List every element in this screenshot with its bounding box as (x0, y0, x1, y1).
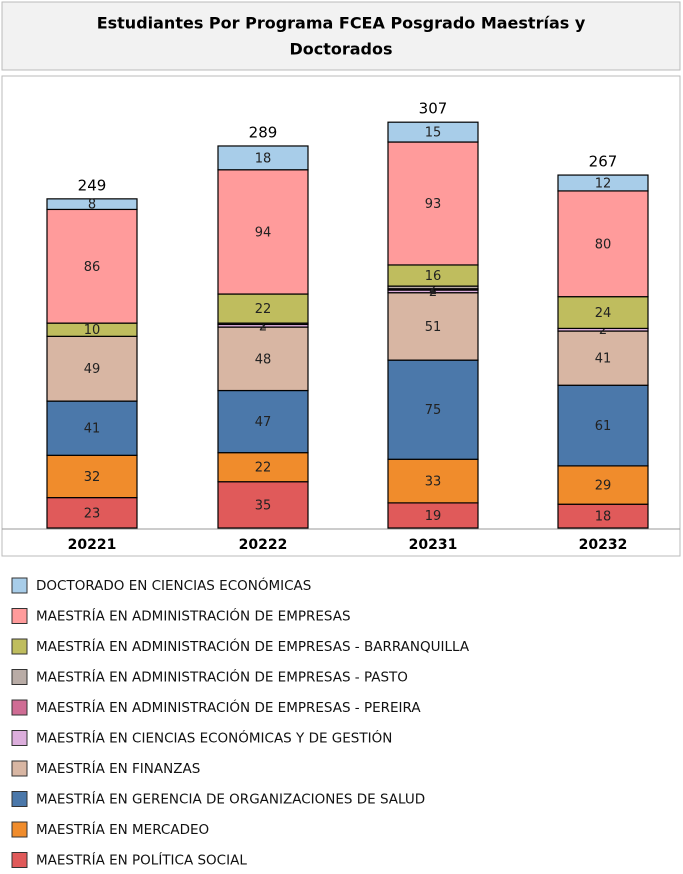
bar-segment (217, 293, 309, 324)
legend-label: MAESTRÍA EN FINANZAS (36, 760, 200, 777)
bar-segment (387, 458, 479, 504)
title-box (1, 1, 681, 71)
bar-segment (557, 330, 649, 386)
legend-label: MAESTRÍA EN ADMINISTRACIÓN DE EMPRESAS -… (36, 637, 470, 655)
bar-segment (217, 389, 309, 454)
bar-segment (387, 121, 479, 143)
legend-label: MAESTRÍA EN ADMINISTRACIÓN DE EMPRESAS -… (36, 698, 421, 716)
bar-segment (46, 496, 138, 529)
value-label: 22 (255, 302, 272, 317)
total-label: 307 (419, 100, 448, 118)
value-label: 22 (255, 461, 272, 476)
value-label: 10 (84, 323, 101, 338)
value-label: 32 (84, 470, 101, 485)
value-label: 41 (595, 352, 612, 367)
value-label: 2 (259, 319, 267, 334)
value-label: 29 (595, 479, 612, 494)
value-label: 93 (425, 197, 442, 212)
value-label: 1 (429, 283, 437, 298)
chart-title: Doctorados (289, 40, 392, 59)
legend-label: MAESTRÍA EN MERCADEO (36, 821, 209, 838)
legend-swatch (11, 638, 28, 655)
bar-segment (387, 359, 479, 460)
value-label: 47 (255, 415, 272, 430)
legend-swatch (11, 608, 28, 624)
legend-label: MAESTRÍA EN GERENCIA DE ORGANIZACIONES D… (36, 791, 425, 808)
legend-swatch (11, 791, 28, 807)
value-label: 8 (88, 198, 96, 213)
bar-segment (217, 481, 309, 529)
value-label: 1 (259, 317, 267, 332)
legend-swatch (11, 577, 28, 594)
total-label: 267 (589, 153, 618, 171)
legend-swatch (11, 821, 28, 838)
legend-label: MAESTRÍA EN POLÍTICA SOCIAL (36, 852, 247, 869)
value-label: 16 (425, 269, 442, 284)
value-label: 2 (599, 323, 607, 338)
total-label: 249 (78, 176, 107, 194)
value-label: 19 (425, 509, 442, 524)
value-label: 2 (429, 281, 437, 296)
value-label: 86 (84, 260, 101, 275)
value-label: 24 (595, 306, 612, 321)
bar-segment (217, 326, 309, 392)
legend-label: MAESTRÍA EN CIENCIAS ECONÓMICAS Y DE GES… (36, 729, 392, 747)
value-label: 49 (84, 362, 101, 377)
value-label: 18 (255, 151, 272, 166)
bar-segment (46, 208, 138, 324)
value-label: 61 (595, 419, 612, 434)
bar-segment (217, 145, 309, 171)
legend-label: MAESTRÍA EN ADMINISTRACIÓN DE EMPRESAS -… (36, 668, 408, 686)
value-label: 48 (255, 352, 272, 367)
bar-segment (46, 198, 138, 211)
value-label: 80 (595, 237, 612, 252)
bar-segment (387, 292, 479, 361)
bar-segment (557, 190, 649, 298)
value-label: 33 (425, 475, 442, 490)
value-label: 94 (255, 225, 272, 240)
bar-segment (46, 400, 138, 456)
legend-label: MAESTRÍA EN ADMINISTRACIÓN DE EMPRESAS (36, 607, 351, 625)
bar-segment (217, 452, 309, 483)
value-label: 12 (595, 176, 612, 191)
x-tick-label: 20221 (68, 537, 117, 553)
chart-title: Estudiantes Por Programa FCEA Posgrado M… (97, 14, 586, 33)
x-tick-label: 20232 (579, 537, 628, 553)
total-label: 289 (249, 123, 278, 141)
value-label: 51 (425, 320, 442, 335)
value-label: 18 (595, 510, 612, 525)
legend-swatch (11, 760, 28, 777)
value-label: 75 (425, 403, 442, 418)
value-label: 35 (255, 498, 272, 513)
value-label: 41 (84, 422, 101, 437)
bar-segment (557, 296, 649, 329)
x-tick-label: 20222 (239, 537, 288, 553)
bar-segment (46, 335, 138, 402)
value-label: 15 (425, 126, 442, 141)
legend-swatch (11, 852, 28, 868)
bar-segment (217, 169, 309, 295)
legend-swatch (11, 730, 28, 746)
x-tick-label: 20231 (409, 537, 458, 553)
legend-swatch (11, 699, 28, 716)
legend-label: DOCTORADO EN CIENCIAS ECONÓMICAS (36, 576, 311, 594)
legend-swatch (11, 669, 28, 685)
bar-segment (557, 174, 649, 192)
bar-segment (387, 502, 479, 529)
bar-segment (557, 465, 649, 505)
value-label: 2 (429, 285, 437, 300)
value-label: 23 (84, 506, 101, 521)
